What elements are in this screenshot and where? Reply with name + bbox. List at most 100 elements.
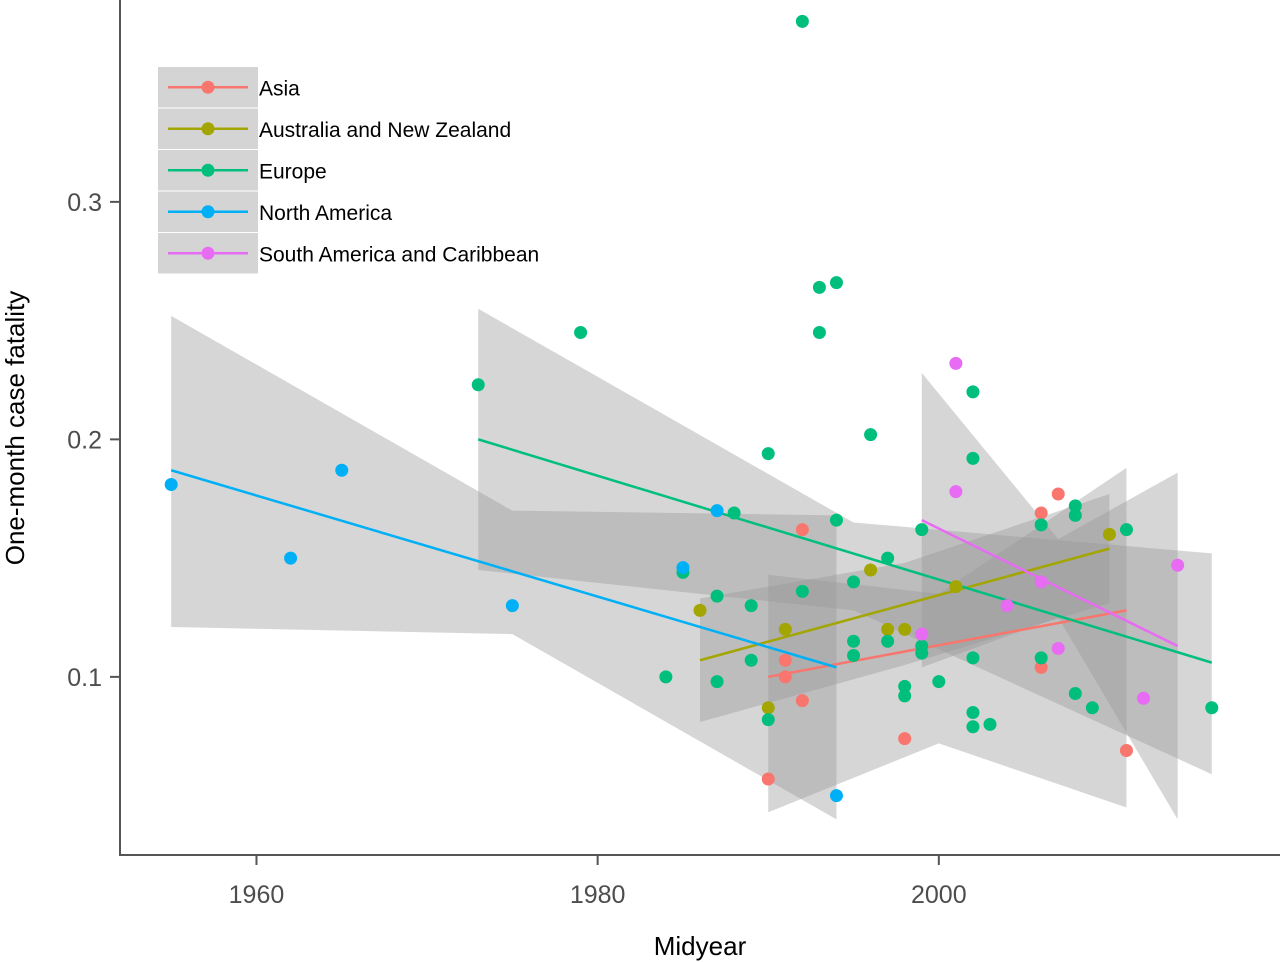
point-south-america-and-caribbean (1034, 575, 1048, 589)
point-australia-and-new-zealand (864, 563, 878, 577)
point-north-america (335, 463, 349, 477)
point-asia (1119, 744, 1133, 757)
point-europe (847, 575, 861, 589)
point-europe (915, 639, 929, 653)
point-australia-and-new-zealand (778, 622, 792, 636)
point-europe (812, 280, 826, 294)
x-tick-label: 2000 (911, 881, 967, 909)
point-south-america-and-caribbean (949, 356, 963, 370)
point-europe (761, 713, 775, 727)
point-australia-and-new-zealand (898, 622, 912, 636)
point-asia (1034, 506, 1048, 520)
legend-label-europe: Europe (259, 160, 327, 183)
ribbon-europe (478, 308, 1212, 775)
point-europe (1085, 701, 1099, 715)
point-europe (812, 326, 826, 339)
point-europe (1068, 508, 1082, 522)
legend-point-europe (201, 163, 215, 177)
point-asia (778, 670, 792, 684)
points-layer (164, 14, 1219, 803)
point-asia (1034, 660, 1048, 674)
point-europe (1119, 523, 1133, 537)
point-europe (881, 634, 895, 648)
fit-line-south-america-and-caribbean (921, 519, 1179, 648)
point-australia-and-new-zealand (693, 603, 707, 617)
legend-label-asia: Asia (259, 77, 300, 100)
point-europe (864, 428, 878, 442)
point-europe (1205, 701, 1219, 715)
x-axis-label: Midyear (654, 931, 747, 961)
y-tick-label: 0.1 (67, 664, 102, 692)
point-north-america (829, 789, 843, 803)
point-australia-and-new-zealand (761, 701, 775, 715)
point-asia (778, 653, 792, 667)
fit-lines-layer (170, 438, 1213, 679)
fit-line-europe (477, 438, 1213, 664)
point-europe (932, 675, 946, 689)
point-europe (898, 689, 912, 703)
point-south-america-and-caribbean (949, 485, 963, 499)
legend: Asia Australia and New Zealand Europe North… (158, 67, 539, 274)
x-tick-label: 1960 (229, 881, 285, 909)
point-europe (727, 506, 741, 520)
point-europe (795, 14, 809, 28)
point-europe (761, 447, 775, 461)
point-south-america-and-caribbean (1051, 641, 1065, 655)
point-asia (795, 694, 809, 708)
legend-point-south-america-and-caribbean (201, 246, 215, 260)
point-north-america (710, 504, 724, 518)
ribbon-australia-and-new-zealand (700, 494, 1110, 722)
point-asia (795, 523, 809, 537)
point-south-america-and-caribbean (915, 627, 929, 641)
point-europe (744, 653, 758, 667)
point-europe (966, 385, 980, 399)
point-europe (966, 651, 980, 665)
x-tick-label: 1980 (570, 881, 626, 909)
point-europe (795, 584, 809, 598)
point-asia (761, 772, 775, 786)
y-tick-label: 0.2 (67, 426, 102, 454)
legend-label-south-america-and-caribbean: South America and Caribbean (259, 243, 539, 266)
point-europe (1068, 687, 1082, 700)
point-south-america-and-caribbean (1171, 558, 1185, 572)
point-europe (847, 649, 861, 662)
point-europe (915, 523, 929, 537)
point-south-america-and-caribbean (1000, 599, 1014, 613)
point-europe (710, 589, 724, 603)
point-europe (881, 551, 895, 565)
x-ticks: 1960 1980 2000 (229, 855, 967, 909)
y-ticks: 0.1 0.2 0.3 (67, 189, 120, 692)
point-europe (966, 451, 980, 465)
point-europe (574, 326, 588, 339)
point-europe (829, 276, 843, 290)
fit-line-north-america (170, 469, 837, 669)
point-europe (1034, 518, 1048, 532)
point-australia-and-new-zealand (881, 622, 895, 636)
point-europe (1068, 499, 1082, 513)
legend-label-north-america: North America (259, 202, 392, 225)
legend-label-australia-and-new-zealand: Australia and New Zealand (259, 119, 511, 142)
point-europe (829, 513, 843, 527)
y-tick-label: 0.3 (67, 189, 102, 217)
point-north-america (284, 551, 298, 565)
point-asia (1051, 487, 1065, 501)
point-north-america (505, 599, 519, 613)
point-europe (983, 717, 997, 731)
point-asia (898, 732, 912, 746)
point-australia-and-new-zealand (949, 580, 963, 594)
legend-point-north-america (201, 205, 215, 219)
y-axis-label: One-month case fatality (0, 291, 30, 566)
point-north-america (164, 478, 178, 491)
point-europe (847, 634, 861, 648)
point-europe (659, 670, 673, 684)
ribbon-asia (768, 467, 1127, 813)
point-europe (471, 378, 485, 392)
point-europe (1034, 651, 1048, 665)
point-europe (744, 599, 758, 613)
point-europe (966, 720, 980, 734)
point-north-america (676, 561, 690, 575)
ribbon-south-america-and-caribbean (921, 372, 1178, 820)
point-south-america-and-caribbean (1137, 691, 1151, 705)
point-australia-and-new-zealand (1102, 527, 1116, 541)
